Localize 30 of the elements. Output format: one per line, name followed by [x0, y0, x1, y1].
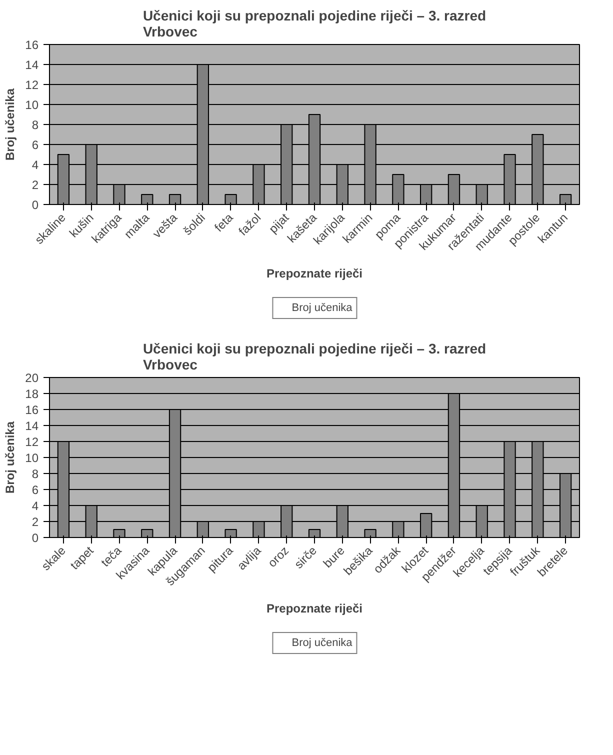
- y-tick-label: 20: [25, 371, 39, 385]
- text: Broj učenika: [292, 302, 352, 314]
- y-tick-label: 16: [25, 38, 39, 52]
- y-tick-label: 14: [25, 58, 39, 72]
- y-tick-label: 2: [32, 515, 39, 529]
- chart-title: Učenici koji su prepoznali pojedine riječi – 3. razred Vrbovec: [142, 8, 486, 40]
- y-tick-label: 8: [32, 467, 39, 481]
- chart-title: Učenici koji su prepoznali pojedine riječi – 3. razred Vrbovec: [142, 340, 486, 372]
- y-tick-label: 8: [32, 118, 39, 132]
- x-axis-title: Prepoznate riječi: [266, 266, 363, 280]
- y-tick-label: 10: [25, 98, 39, 112]
- y-axis-title: Broj učenika: [3, 88, 18, 161]
- x-axis-title: Prepoznate riječi: [266, 601, 363, 616]
- y-tick-label: 12: [25, 78, 39, 92]
- y-tick-label: 6: [32, 138, 39, 152]
- x-tick-label: feta: [212, 210, 236, 235]
- y-tick-label: 10: [25, 451, 39, 465]
- y-axis-title: Broj učenika: [3, 421, 18, 494]
- y-tick-label: 12: [25, 435, 39, 449]
- y-tick-label: 14: [25, 419, 39, 433]
- x-tick-label: oroz: [265, 544, 292, 570]
- y-tick-label: 0: [32, 531, 39, 545]
- y-tick-label: 6: [32, 483, 39, 497]
- y-tick-label: 18: [25, 387, 39, 401]
- y-tick-label: 4: [32, 158, 39, 172]
- y-tick-label: 0: [32, 198, 39, 212]
- text: Broj učenika: [292, 637, 352, 649]
- y-tick-label: 2: [32, 178, 39, 192]
- y-tick-label: 4: [32, 499, 39, 513]
- y-tick-label: 16: [25, 403, 39, 417]
